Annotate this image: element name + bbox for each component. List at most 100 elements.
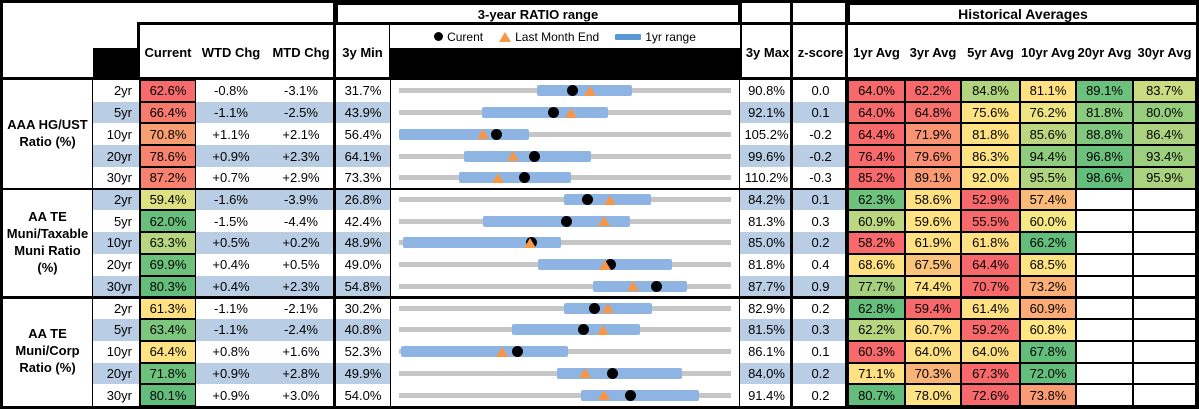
avg-cell-1yr: 62.2% — [848, 319, 905, 341]
mtd-chg-cell: +2.9% — [266, 166, 336, 189]
range-plot — [399, 297, 731, 319]
last-month-triangle — [627, 281, 640, 292]
last-month-triangle-icon — [499, 31, 512, 42]
legend-1yr-range: 1yr range — [615, 30, 696, 44]
min-3y-cell: 49.9% — [336, 362, 390, 385]
avg-cell-5yr: 64.0% — [961, 340, 1020, 363]
avg-cell-10yr: 73.2% — [1020, 275, 1076, 298]
avg-cell-3yr: 89.1% — [905, 166, 961, 189]
current-dot — [650, 280, 662, 292]
avg-cell-20yr — [1076, 319, 1133, 341]
avg-cell-10yr: 94.4% — [1020, 145, 1076, 167]
avg-cell-20yr — [1076, 188, 1133, 211]
current-dot — [625, 389, 637, 401]
avg-cell-10yr: 60.0% — [1020, 210, 1076, 233]
mtd-chg-cell: -3.9% — [266, 188, 336, 211]
header-corner-cell — [3, 3, 140, 80]
range-plot — [399, 102, 731, 124]
avg-cell-20yr — [1076, 340, 1133, 363]
range-track — [399, 392, 731, 398]
divider-horizontal-header-mid — [137, 22, 1196, 25]
divider-group-1-2 — [3, 187, 1196, 190]
avg-cell-10yr: 95.5% — [1020, 166, 1076, 189]
current-cell: 80.1% — [140, 384, 196, 406]
avg-cell-5yr: 59.2% — [961, 319, 1020, 341]
col-header-3y-min: 3y Min — [336, 25, 390, 80]
tenor-cell: 5yr — [93, 101, 140, 124]
min-3y-cell: 54.0% — [336, 384, 390, 406]
one-year-range-bar — [580, 389, 700, 401]
tenor-cell: 20yr — [93, 362, 140, 385]
wtd-chg-cell: -1.1% — [196, 297, 266, 320]
avg-cell-5yr: 72.6% — [961, 384, 1020, 406]
last-month-triangle — [604, 194, 617, 205]
col-header-mtd-chg: MTD Chg — [272, 45, 330, 60]
avg-cell-30yr — [1133, 253, 1196, 276]
range-track — [399, 131, 731, 137]
wtd-chg-cell: -1.1% — [196, 101, 266, 124]
avg-cell-20yr — [1076, 362, 1133, 385]
col-header-1yr-avg: 1yr Avg — [853, 45, 900, 60]
avg-cell-1yr: 77.7% — [848, 275, 905, 298]
range-plot-cell — [390, 166, 740, 189]
max-3y-cell: 81.3% — [740, 210, 793, 233]
current-dot — [606, 367, 618, 379]
avg-cell-30yr — [1133, 319, 1196, 341]
last-month-triangle — [599, 259, 612, 270]
avg-cell-20yr — [1076, 297, 1133, 320]
avg-cell-5yr: 52.9% — [961, 188, 1020, 211]
avg-cell-3yr: 67.5% — [905, 253, 961, 276]
avg-cell-3yr: 74.4% — [905, 275, 961, 298]
group-label: AA TE Muni/Corp Ratio (%) — [3, 297, 93, 406]
one-year-range-bar — [482, 107, 608, 119]
divider-horizontal-header-bottom — [3, 77, 1196, 80]
range-plot-cell — [390, 253, 740, 276]
one-year-range-bar — [399, 128, 529, 140]
range-plot — [399, 363, 731, 385]
avg-cell-20yr: 89.1% — [1076, 80, 1133, 102]
avg-cell-20yr: 98.6% — [1076, 166, 1133, 189]
mtd-chg-cell: +2.3% — [266, 145, 336, 167]
tenor-cell: 30yr — [93, 384, 140, 406]
last-month-triangle — [578, 368, 591, 379]
last-month-triangle — [476, 129, 489, 140]
avg-cell-3yr: 64.8% — [905, 101, 961, 124]
one-year-range-bar-icon — [615, 33, 642, 40]
avg-cell-20yr — [1076, 384, 1133, 406]
last-month-triangle — [597, 216, 610, 227]
range-track — [399, 240, 731, 246]
avg-cell-3yr: 58.6% — [905, 188, 961, 211]
current-dot — [512, 346, 524, 358]
avg-cell-3yr: 78.0% — [905, 384, 961, 406]
range-plot — [399, 319, 731, 341]
last-month-triangle — [496, 346, 509, 357]
divider-vertical-zscore-left — [790, 3, 793, 406]
max-3y-cell: 85.0% — [740, 232, 793, 254]
avg-cell-10yr: 67.8% — [1020, 340, 1076, 363]
last-month-triangle — [507, 151, 520, 162]
avg-cell-5yr: 70.7% — [961, 275, 1020, 298]
current-dot — [518, 172, 530, 184]
avg-cell-5yr: 92.0% — [961, 166, 1020, 189]
avg-cell-10yr: 60.8% — [1020, 319, 1076, 341]
current-cell: 78.6% — [140, 145, 196, 167]
legend-last-month-label: Last Month End — [515, 29, 600, 44]
min-3y-cell: 26.8% — [336, 188, 390, 211]
range-plot-cell — [390, 232, 740, 254]
current-cell: 64.4% — [140, 340, 196, 363]
z-score-cell: -0.2 — [793, 123, 848, 146]
avg-cell-5yr: 61.8% — [961, 232, 1020, 254]
range-plot — [399, 189, 731, 211]
range-plot — [399, 210, 731, 232]
range-plot — [399, 254, 731, 276]
avg-cell-20yr: 96.8% — [1076, 145, 1133, 167]
tenor-cell: 10yr — [93, 340, 140, 363]
tenor-cell: 10yr — [93, 123, 140, 146]
avg-cell-20yr: 88.8% — [1076, 123, 1133, 146]
range-plot — [399, 123, 731, 145]
current-cell: 71.8% — [140, 362, 196, 385]
mtd-chg-cell: -3.1% — [266, 80, 336, 102]
avg-cell-5yr: 86.3% — [961, 145, 1020, 167]
current-cell: 70.8% — [140, 123, 196, 146]
wtd-chg-cell: +0.4% — [196, 253, 266, 276]
